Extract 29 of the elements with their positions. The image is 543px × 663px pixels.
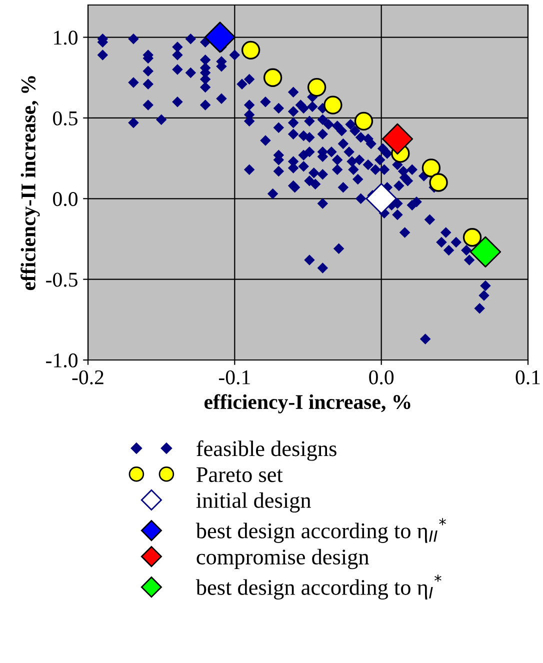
y-axis-title: efficiency-II increase, % (20, 76, 40, 290)
y-tick-label: -1.0 (46, 353, 78, 368)
legend-label: initial design (196, 492, 311, 513)
y-tick-label: 0.0 (53, 192, 78, 206)
legend-label: compromise design (196, 548, 369, 570)
point (382, 123, 414, 155)
x-axis-title: efficiency-I increase, % (204, 394, 410, 414)
x-tick-label: -0.1 (218, 370, 250, 384)
point (307, 78, 326, 97)
x-tick-label: -0.2 (72, 370, 104, 384)
legend-label: feasible designs (196, 440, 336, 461)
point (422, 158, 441, 178)
point (462, 228, 482, 247)
point (429, 173, 448, 192)
point (324, 96, 342, 114)
y-tick-label: 1.0 (54, 30, 78, 45)
legend-label: best design according to η$_{I}$$^{*}$ (196, 574, 442, 600)
y-tick-label: 0.5 (53, 111, 78, 126)
point (354, 112, 374, 131)
point (241, 40, 260, 60)
legend-label: Pareto set (196, 467, 283, 482)
point (263, 68, 282, 87)
legend-label: best design according to η$_{II}$$^{*}$ (196, 518, 446, 543)
x-tick-label: 0.1 (516, 370, 540, 384)
point (366, 183, 397, 214)
point (470, 236, 502, 268)
x-tick-label: 0.0 (369, 370, 394, 384)
point (204, 22, 236, 53)
y-tick-label: -0.5 (46, 272, 78, 287)
